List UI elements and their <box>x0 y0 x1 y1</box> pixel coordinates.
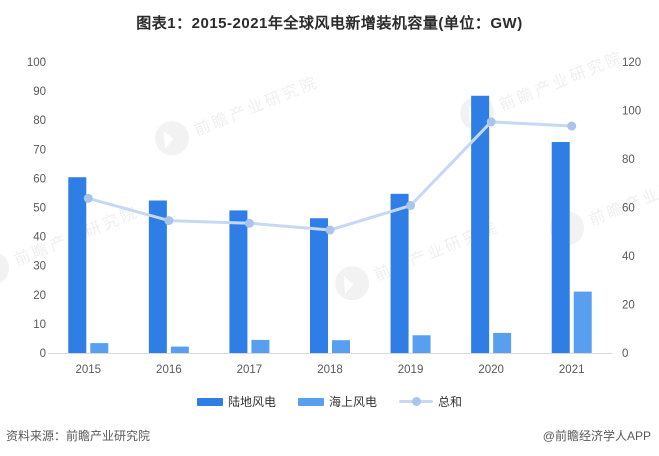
app-credit: @前瞻经济学人APP <box>542 429 651 443</box>
page-title: 图表1：2015-2021年全球风电新增装机容量(单位：GW) <box>136 15 523 32</box>
legend-item-onshore[interactable]: 陆地风电 <box>196 393 276 410</box>
x-axis-label: 2021 <box>559 364 585 376</box>
left-axis-tick: 100 <box>27 57 46 69</box>
total-point-2016[interactable] <box>164 216 174 226</box>
left-axis-tick: 60 <box>33 173 46 185</box>
x-axis-label: 2017 <box>237 364 263 376</box>
bar-offshore-2019[interactable] <box>412 335 431 353</box>
left-axis-tick: 50 <box>33 203 46 215</box>
x-axis-label: 2018 <box>317 364 343 376</box>
legend-label-offshore: 海上风电 <box>328 395 377 409</box>
total-point-2020[interactable] <box>486 117 496 127</box>
x-axis-label: 2015 <box>75 364 101 376</box>
right-axis-tick: 100 <box>622 106 641 118</box>
source-credit: 资料来源：前瞻产业研究院 <box>6 429 151 443</box>
bar-offshore-2015[interactable] <box>90 343 109 353</box>
bar-onshore-2018[interactable] <box>310 218 328 353</box>
left-axis-tick: 40 <box>33 232 46 244</box>
total-point-2017[interactable] <box>244 218 254 228</box>
bar-onshore-2015[interactable] <box>68 177 87 353</box>
total-point-2021[interactable] <box>567 121 577 131</box>
bar-offshore-2021[interactable] <box>573 291 592 353</box>
left-axis-tick: 30 <box>33 261 46 273</box>
left-axis-tick: 10 <box>33 319 46 331</box>
left-axis-tick: 0 <box>40 348 46 360</box>
right-axis-tick: 40 <box>622 251 635 263</box>
total-point-2018[interactable] <box>325 225 335 235</box>
x-axis-label: 2019 <box>398 364 424 376</box>
total-point-2015[interactable] <box>83 193 93 203</box>
bar-onshore-2016[interactable] <box>148 200 167 353</box>
right-axis-tick: 20 <box>622 300 635 312</box>
right-axis-tick: 80 <box>622 154 635 166</box>
bar-onshore-2017[interactable] <box>229 210 248 353</box>
right-axis-tick: 60 <box>622 203 635 215</box>
legend-item-total[interactable]: 总和 <box>399 393 462 410</box>
legend-item-offshore[interactable]: 海上风电 <box>297 393 377 410</box>
bar-onshore-2020[interactable] <box>471 95 490 354</box>
left-axis-tick: 90 <box>33 86 46 98</box>
footer: 资料来源：前瞻产业研究院 @前瞻经济学人APP <box>0 427 659 444</box>
x-axis-label: 2016 <box>156 364 182 376</box>
right-axis-tick: 120 <box>622 57 641 69</box>
right-axis-tick: 0 <box>622 348 628 360</box>
left-axis-tick: 80 <box>33 115 46 127</box>
offshore-swatch-icon <box>297 397 324 406</box>
bar-onshore-2019[interactable] <box>390 193 409 353</box>
left-axis-tick: 20 <box>33 290 46 302</box>
bar-onshore-2021[interactable] <box>551 142 570 353</box>
bar-offshore-2017[interactable] <box>251 339 270 353</box>
onshore-swatch-icon <box>196 397 223 406</box>
left-axis-tick: 70 <box>33 144 46 156</box>
legend: 陆地风电 海上风电 总和 <box>0 393 659 410</box>
legend-label-total: 总和 <box>438 395 463 409</box>
legend-label-onshore: 陆地风电 <box>227 395 276 409</box>
bar-offshore-2020[interactable] <box>493 332 512 353</box>
bar-offshore-2018[interactable] <box>332 340 350 353</box>
bar-offshore-2016[interactable] <box>170 346 189 353</box>
total-line-swatch-icon <box>399 397 433 406</box>
total-point-2019[interactable] <box>406 201 416 211</box>
x-axis-label: 2020 <box>478 364 504 376</box>
